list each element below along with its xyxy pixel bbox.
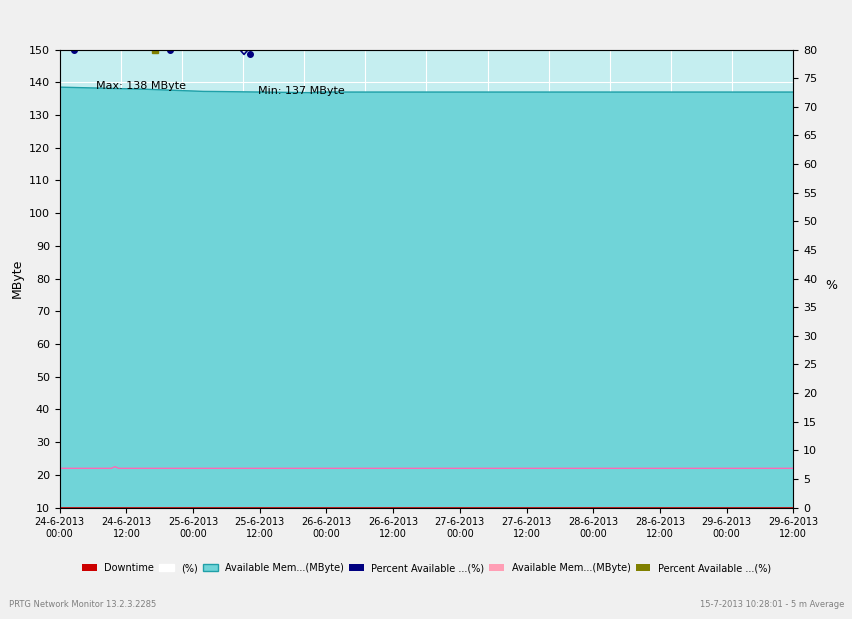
Text: Max: 138 MByte: Max: 138 MByte: [96, 81, 187, 91]
Text: Min: 137 MByte: Min: 137 MByte: [257, 85, 344, 96]
Y-axis label: MByte: MByte: [10, 259, 23, 298]
Text: PRTG Network Monitor 13.2.3.2285: PRTG Network Monitor 13.2.3.2285: [9, 600, 156, 608]
Y-axis label: %: %: [824, 279, 836, 292]
Legend: Downtime, (%), Available Mem...(MByte), Percent Available ...(%), Available Mem.: Downtime, (%), Available Mem...(MByte), …: [78, 559, 774, 577]
Text: 15-7-2013 10:28:01 - 5 m Average: 15-7-2013 10:28:01 - 5 m Average: [699, 600, 843, 608]
